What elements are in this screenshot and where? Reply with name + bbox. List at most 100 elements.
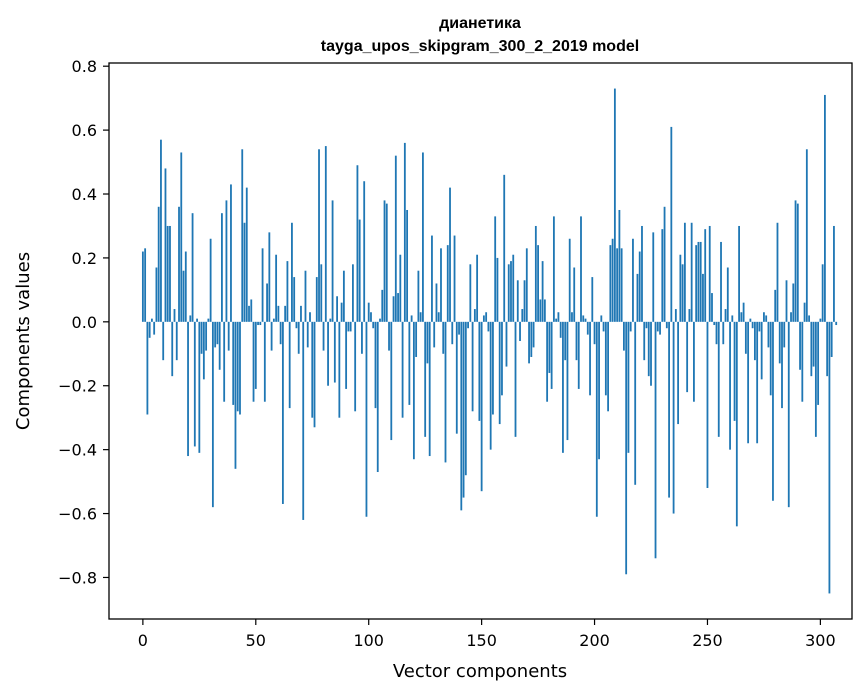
bar-component-127	[428, 321, 431, 457]
bar-component-65	[288, 321, 291, 409]
bar-component-281	[776, 222, 779, 322]
chart-subtitle: tayga_upos_skipgram_300_2_2019 model	[321, 38, 639, 55]
bar-component-254	[715, 321, 718, 345]
bar-component-186	[562, 321, 564, 453]
bar-component-205	[604, 321, 607, 396]
bar-component-58	[272, 318, 275, 322]
bar-component-298	[814, 321, 817, 437]
bar-component-12	[169, 225, 171, 322]
bar-component-148	[476, 254, 479, 322]
y-tick-label: 0.2	[72, 249, 97, 268]
bar-component-149	[478, 321, 481, 421]
bar-component-52	[259, 321, 262, 326]
bar-component-300	[819, 318, 822, 322]
bar-component-5	[153, 321, 156, 335]
bar-component-176	[539, 299, 542, 322]
bar-component-219	[636, 273, 639, 322]
bar-component-78	[318, 149, 320, 322]
bar-component-113	[397, 293, 399, 322]
bar-component-169	[523, 280, 526, 322]
bar-component-110	[390, 321, 393, 441]
bar-component-23	[193, 321, 196, 447]
bar-component-302	[824, 94, 826, 322]
bar-component-123	[419, 312, 422, 322]
bar-component-80	[322, 321, 325, 351]
bar-component-10	[164, 168, 167, 322]
bar-component-112	[394, 155, 397, 322]
bar-component-1	[144, 248, 147, 322]
bar-component-277	[767, 321, 770, 348]
bar-component-175	[537, 245, 539, 322]
bar-component-307	[835, 321, 838, 326]
bar-component-29	[207, 318, 210, 322]
bar-component-83	[329, 318, 332, 322]
bar-component-170	[525, 248, 528, 322]
bar-component-0	[141, 251, 144, 322]
bar-component-62	[281, 321, 284, 504]
bar-component-303	[826, 321, 829, 377]
bar-component-60	[277, 305, 280, 322]
x-tick-label: 150	[466, 631, 497, 650]
bar-component-195	[582, 315, 585, 322]
bar-component-48	[250, 299, 253, 322]
bar-component-191	[573, 267, 576, 322]
bar-component-161	[505, 321, 508, 367]
bar-component-178	[543, 299, 546, 322]
bar-component-8	[160, 139, 162, 322]
bar-component-193	[577, 321, 580, 389]
bar-component-220	[638, 251, 641, 322]
bar-component-94	[354, 321, 357, 412]
bar-component-250	[706, 321, 709, 488]
bar-component-253	[713, 321, 716, 326]
x-tick-label: 250	[692, 631, 723, 650]
bar-component-97	[361, 321, 363, 354]
bar-component-91	[347, 321, 350, 332]
y-tick-label: −0.4	[58, 441, 97, 460]
bar-component-177	[541, 261, 544, 322]
y-tick-label: 0.8	[72, 57, 97, 76]
bar-component-138	[453, 235, 456, 322]
bar-component-63	[284, 305, 287, 322]
bar-component-69	[297, 321, 300, 354]
bar-component-258	[724, 309, 727, 322]
bar-component-137	[451, 321, 454, 345]
bar-component-198	[589, 321, 591, 396]
bar-component-172	[530, 321, 533, 357]
bar-component-288	[792, 283, 795, 322]
bar-component-7	[157, 206, 160, 322]
bar-component-201	[595, 321, 598, 517]
bar-component-173	[532, 321, 535, 348]
bar-component-163	[510, 261, 512, 322]
bar-component-109	[388, 321, 390, 351]
bar-component-268	[747, 321, 750, 444]
bar-component-30	[209, 238, 212, 322]
bar-component-226	[652, 232, 655, 322]
bar-component-236	[674, 309, 677, 322]
bar-component-264	[738, 225, 740, 322]
bar-component-287	[790, 312, 792, 322]
bar-component-276	[765, 315, 768, 322]
bar-component-55	[266, 283, 268, 322]
y-tick-label: 0.0	[72, 313, 97, 332]
bar-component-183	[555, 318, 558, 322]
bar-component-36	[223, 321, 226, 402]
bar-component-168	[521, 309, 524, 322]
bar-component-297	[812, 321, 815, 367]
bar-component-216	[629, 321, 632, 332]
bar-component-77	[315, 277, 318, 322]
bar-component-215	[627, 321, 630, 453]
bar-component-144	[467, 321, 469, 329]
bar-component-44	[241, 149, 244, 322]
bar-component-114	[399, 254, 402, 322]
bar-component-225	[650, 321, 652, 386]
bar-component-229	[659, 321, 661, 335]
bar-component-192	[575, 321, 578, 361]
bar-component-147	[473, 309, 476, 322]
bar-component-121	[415, 321, 418, 357]
bar-component-292	[801, 321, 804, 402]
bar-component-185	[559, 321, 562, 338]
bar-component-235	[672, 321, 675, 514]
bar-component-159	[501, 321, 503, 396]
bar-component-152	[485, 312, 488, 322]
